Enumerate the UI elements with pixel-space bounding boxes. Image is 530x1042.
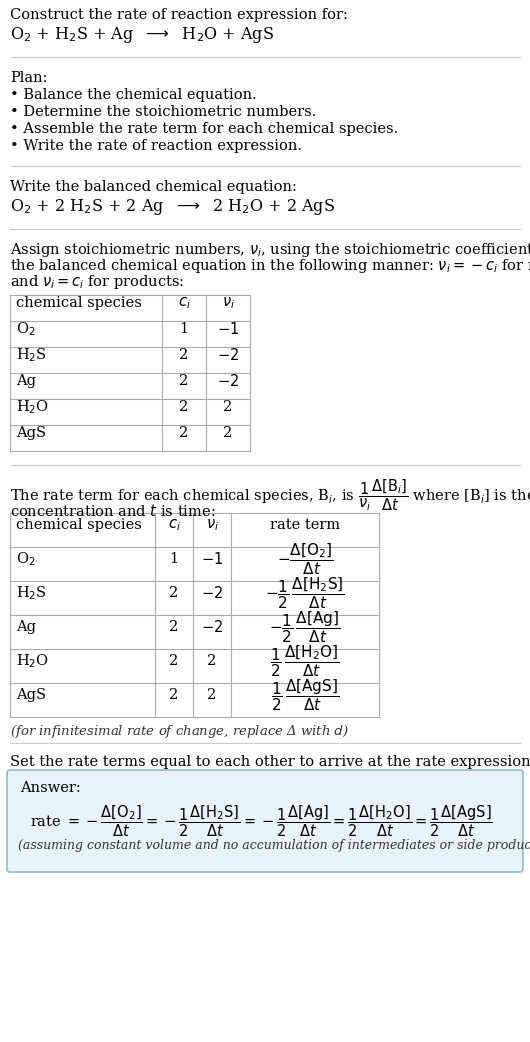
Text: Set the rate terms equal to each other to arrive at the rate expression:: Set the rate terms equal to each other t… [10, 755, 530, 769]
Text: $-1$: $-1$ [217, 321, 239, 337]
Text: Ag: Ag [16, 620, 36, 634]
Text: 2: 2 [170, 620, 179, 634]
Text: $-\dfrac{\Delta[\mathrm{O}_2]}{\Delta t}$: $-\dfrac{\Delta[\mathrm{O}_2]}{\Delta t}… [277, 541, 333, 577]
Text: O$_2$ + 2 H$_2$S + 2 Ag  $\longrightarrow$  2 H$_2$O + 2 AgS: O$_2$ + 2 H$_2$S + 2 Ag $\longrightarrow… [10, 197, 335, 217]
Text: $c_i$: $c_i$ [178, 295, 190, 311]
Text: • Determine the stoichiometric numbers.: • Determine the stoichiometric numbers. [10, 105, 316, 119]
Text: (assuming constant volume and no accumulation of intermediates or side products): (assuming constant volume and no accumul… [18, 839, 530, 852]
Text: $-\dfrac{1}{2}\,\dfrac{\Delta[\mathrm{H}_2\mathrm{S}]}{\Delta t}$: $-\dfrac{1}{2}\,\dfrac{\Delta[\mathrm{H}… [265, 575, 345, 611]
Text: • Assemble the rate term for each chemical species.: • Assemble the rate term for each chemic… [10, 122, 398, 137]
Text: $-\dfrac{1}{2}\,\dfrac{\Delta[\mathrm{Ag}]}{\Delta t}$: $-\dfrac{1}{2}\,\dfrac{\Delta[\mathrm{Ag… [269, 610, 341, 645]
Text: AgS: AgS [16, 688, 46, 702]
Text: 1: 1 [180, 322, 189, 336]
Text: $-2$: $-2$ [201, 585, 223, 601]
Text: Assign stoichiometric numbers, $\nu_i$, using the stoichiometric coefficients, $: Assign stoichiometric numbers, $\nu_i$, … [10, 241, 530, 259]
Text: H$_2$S: H$_2$S [16, 585, 47, 602]
Text: Ag: Ag [16, 374, 36, 388]
Text: Answer:: Answer: [20, 782, 81, 795]
Text: $-2$: $-2$ [217, 373, 239, 389]
Text: chemical species: chemical species [16, 296, 142, 311]
Text: AgS: AgS [16, 426, 46, 440]
Text: O$_2$ + H$_2$S + Ag  $\longrightarrow$  H$_2$O + AgS: O$_2$ + H$_2$S + Ag $\longrightarrow$ H$… [10, 25, 274, 45]
Text: Write the balanced chemical equation:: Write the balanced chemical equation: [10, 180, 297, 194]
Text: $-2$: $-2$ [201, 619, 223, 635]
Text: $-2$: $-2$ [217, 347, 239, 363]
Text: rate $= -\dfrac{\Delta[\mathrm{O}_2]}{\Delta t}= -\dfrac{1}{2}\dfrac{\Delta[\mat: rate $= -\dfrac{\Delta[\mathrm{O}_2]}{\D… [30, 803, 493, 839]
Text: Construct the rate of reaction expression for:: Construct the rate of reaction expressio… [10, 8, 348, 22]
FancyBboxPatch shape [7, 770, 523, 872]
Text: concentration and $t$ is time:: concentration and $t$ is time: [10, 503, 216, 519]
Text: O$_2$: O$_2$ [16, 320, 36, 338]
Text: $-1$: $-1$ [201, 551, 223, 567]
Text: The rate term for each chemical species, B$_i$, is $\dfrac{1}{\nu_i}\dfrac{\Delt: The rate term for each chemical species,… [10, 477, 530, 513]
Text: H$_2$O: H$_2$O [16, 398, 49, 416]
Text: $\dfrac{1}{2}\,\dfrac{\Delta[\mathrm{H}_2\mathrm{O}]}{\Delta t}$: $\dfrac{1}{2}\,\dfrac{\Delta[\mathrm{H}_… [270, 643, 340, 679]
Text: 2: 2 [223, 426, 233, 440]
Text: Plan:: Plan: [10, 71, 48, 85]
Text: $\nu_i$: $\nu_i$ [206, 517, 218, 532]
Text: $\nu_i$: $\nu_i$ [222, 295, 234, 311]
Text: H$_2$O: H$_2$O [16, 652, 49, 670]
Text: and $\nu_i = c_i$ for products:: and $\nu_i = c_i$ for products: [10, 273, 184, 291]
Text: rate term: rate term [270, 518, 340, 532]
Text: H$_2$S: H$_2$S [16, 346, 47, 364]
Text: • Write the rate of reaction expression.: • Write the rate of reaction expression. [10, 139, 302, 153]
Text: 2: 2 [179, 374, 189, 388]
Text: 2: 2 [170, 654, 179, 668]
Text: chemical species: chemical species [16, 518, 142, 532]
Text: 2: 2 [170, 586, 179, 600]
Text: 2: 2 [207, 688, 217, 702]
Text: 2: 2 [179, 400, 189, 414]
Text: • Balance the chemical equation.: • Balance the chemical equation. [10, 88, 257, 102]
Text: the balanced chemical equation in the following manner: $\nu_i = -c_i$ for react: the balanced chemical equation in the fo… [10, 257, 530, 275]
Text: 2: 2 [179, 426, 189, 440]
Text: $c_i$: $c_i$ [167, 517, 180, 532]
Text: 2: 2 [207, 654, 217, 668]
Text: (for infinitesimal rate of change, replace Δ with $d$): (for infinitesimal rate of change, repla… [10, 723, 349, 740]
Text: 2: 2 [223, 400, 233, 414]
Text: 2: 2 [179, 348, 189, 362]
Text: O$_2$: O$_2$ [16, 550, 36, 568]
Text: 2: 2 [170, 688, 179, 702]
Text: $\dfrac{1}{2}\,\dfrac{\Delta[\mathrm{AgS}]}{\Delta t}$: $\dfrac{1}{2}\,\dfrac{\Delta[\mathrm{AgS… [271, 677, 339, 713]
Text: 1: 1 [170, 552, 179, 566]
